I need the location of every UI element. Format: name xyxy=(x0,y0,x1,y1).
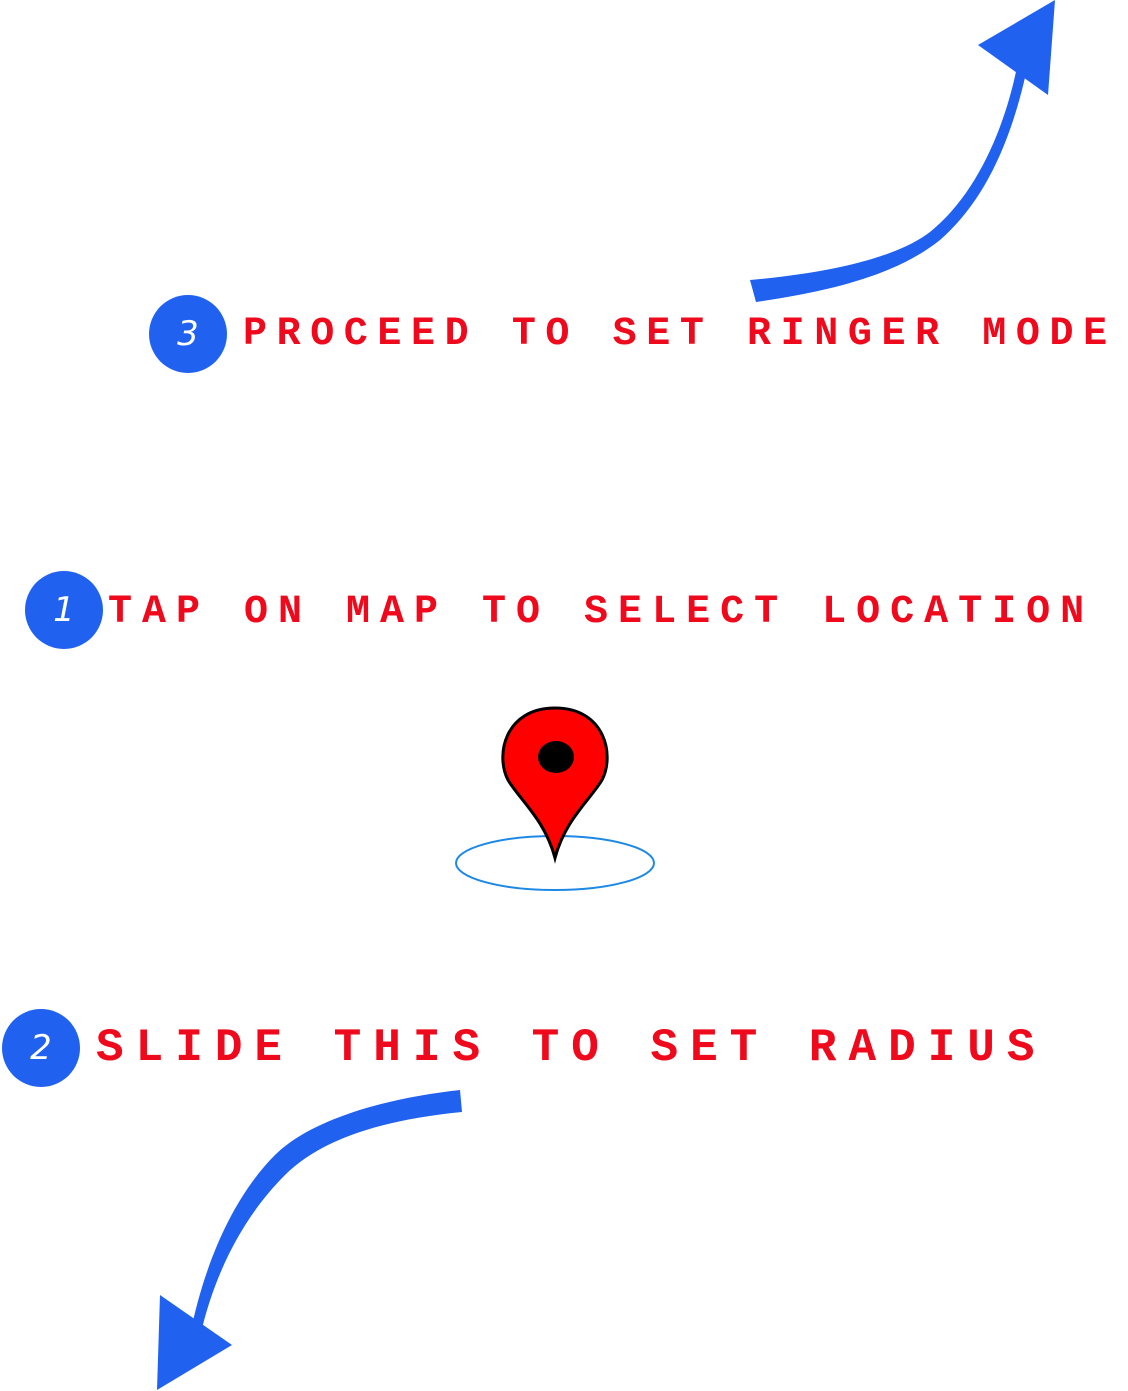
step-badge: 2 xyxy=(2,1009,80,1087)
step-text: TAP ON MAP TO SELECT LOCATION xyxy=(108,590,1095,635)
step-text: PROCEED TO SET RINGER MODE xyxy=(243,312,1117,357)
arrow-to-slider xyxy=(190,1090,462,1337)
arrow-head xyxy=(978,0,1055,95)
pin-dot xyxy=(538,741,574,773)
step-badge: 1 xyxy=(25,571,103,649)
step-badge: 3 xyxy=(149,295,227,373)
step-text: SLIDE THIS TO SET RADIUS xyxy=(96,1022,1047,1074)
location-pin xyxy=(501,706,609,864)
arrow-to-ringer xyxy=(750,62,1028,302)
arrow-head xyxy=(157,1295,232,1390)
